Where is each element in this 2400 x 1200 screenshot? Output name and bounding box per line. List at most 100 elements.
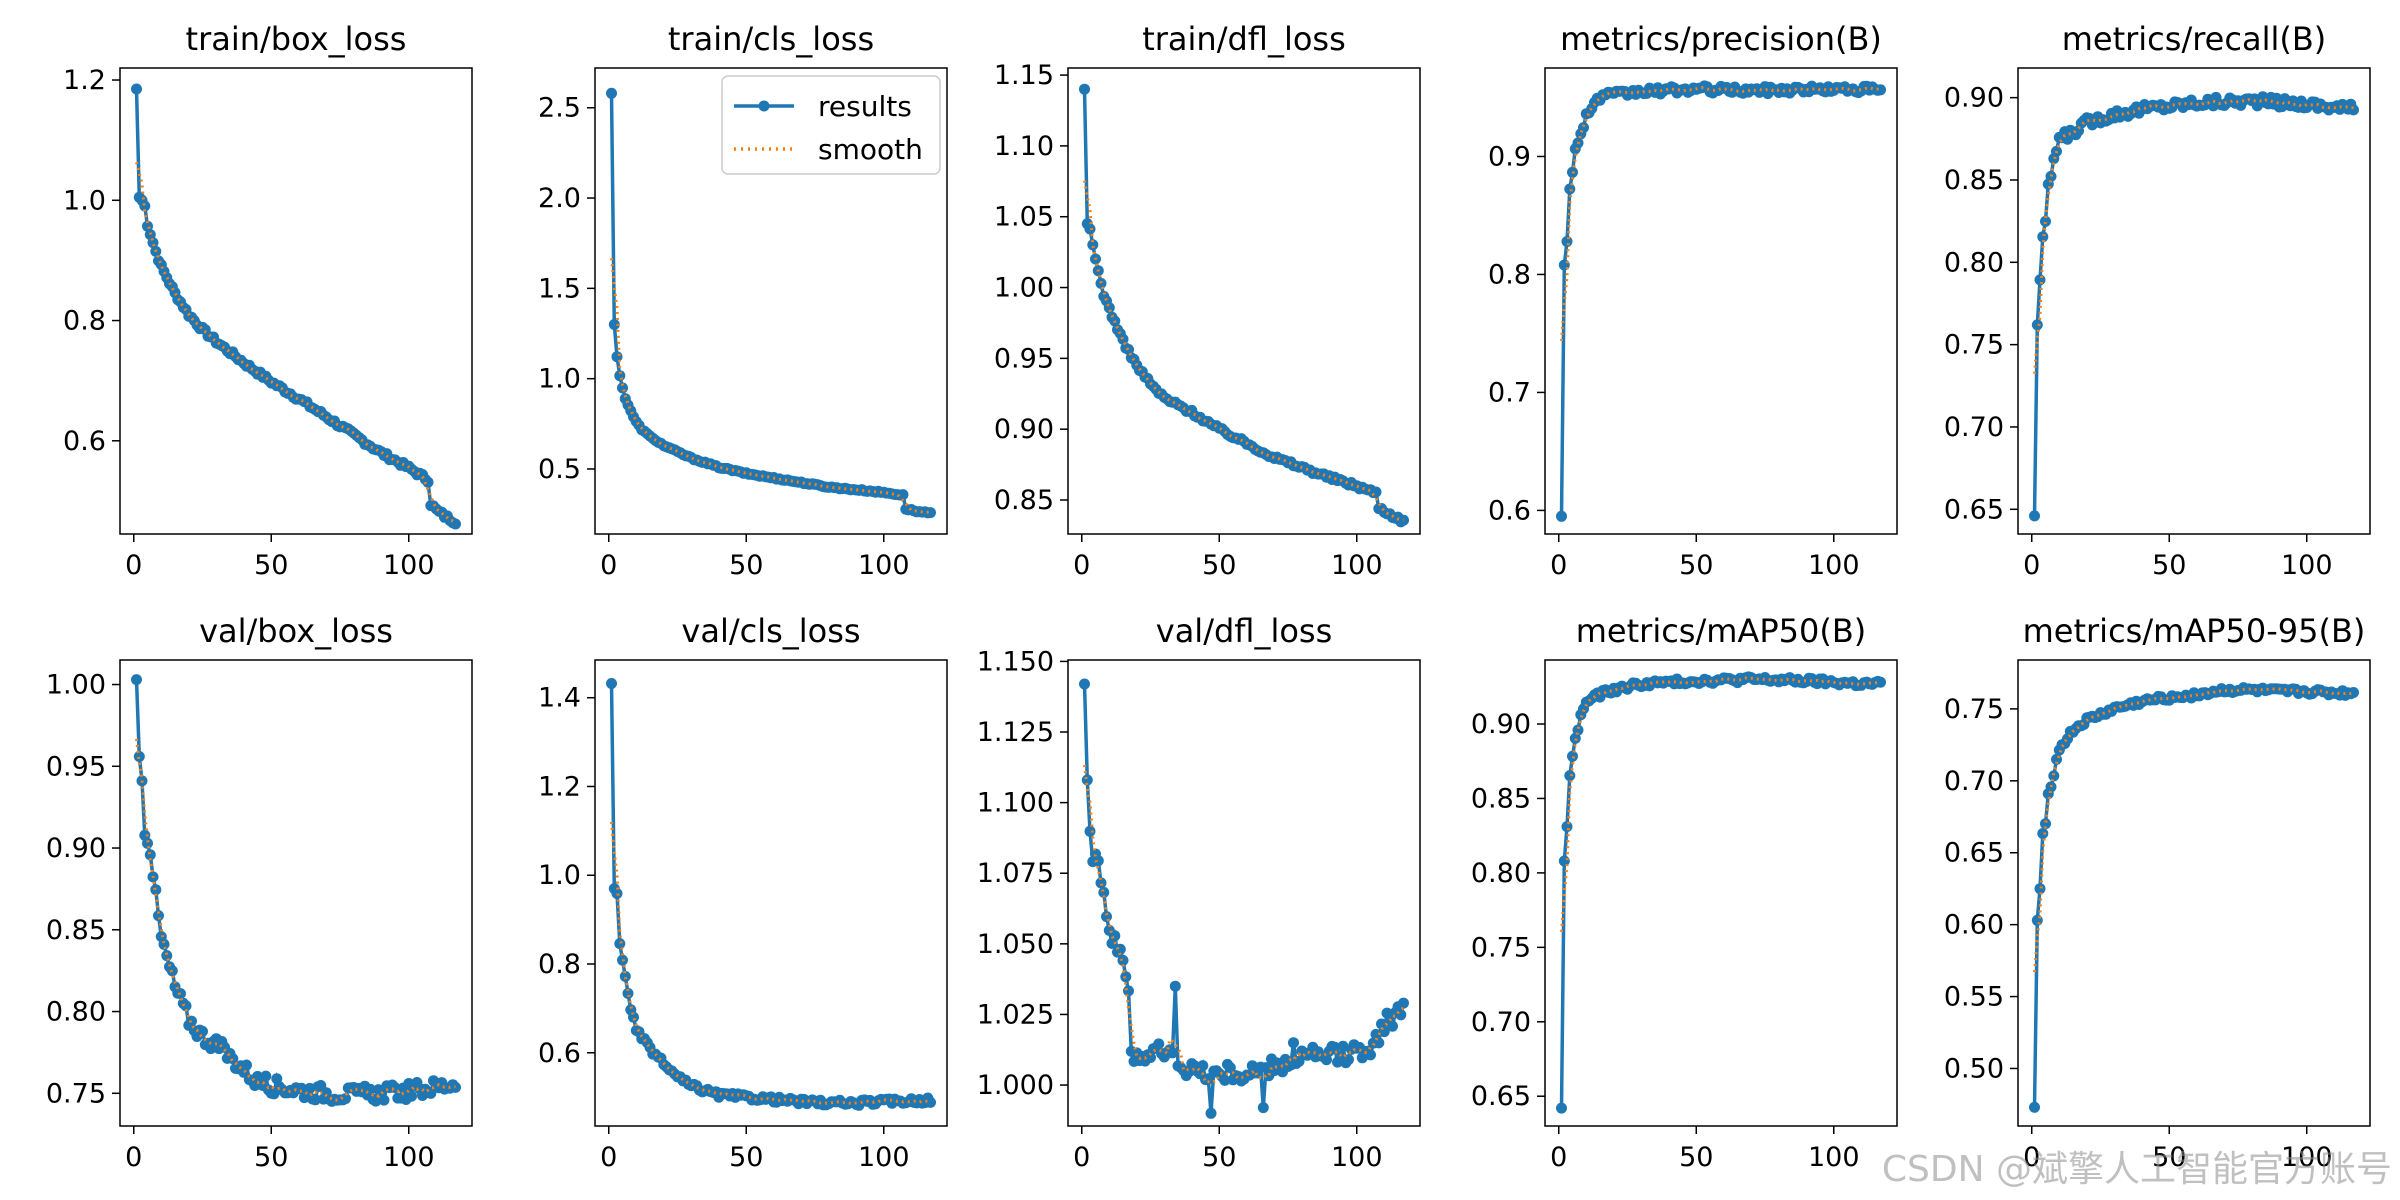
y-tick-label: 1.00 [46,670,106,701]
chart-title: train/dfl_loss [1142,20,1346,58]
results-point [1084,825,1096,837]
results-point [2031,914,2043,926]
results-point [1561,821,1573,833]
y-tick-label: 0.65 [1944,494,2004,525]
axes-frame [2017,659,2371,1127]
y-tick-label: 0.90 [1471,709,1531,740]
results-point [1288,1037,1299,1049]
results-point [227,1053,239,1065]
x-tick-label: 0 [1550,1142,1567,1173]
results-point [1114,943,1126,955]
results-point [241,1059,252,1071]
results-point [1564,183,1576,195]
y-tick-label: 1.2 [63,65,106,96]
chart-title: train/box_loss [186,20,407,58]
results-point [1875,676,1886,688]
x-tick-label: 100 [1331,1142,1383,1173]
chart-title: metrics/mAP50-95(B) [2023,612,2366,650]
results-point [304,1082,316,1094]
results-point [1197,1060,1209,1072]
results-point [1169,980,1181,992]
results-point [2348,104,2359,116]
results-point [422,476,434,488]
y-tick-label: 0.80 [46,997,106,1028]
results-point [1257,1102,1269,1114]
results-point [1398,514,1409,526]
x-tick-label: 0 [1073,550,1090,581]
results-point [1370,486,1382,498]
y-tick-label: 0.95 [994,343,1054,374]
y-tick-label: 0.8 [63,306,106,337]
y-tick-label: 1.0 [538,364,581,395]
results-point [628,1011,639,1023]
smooth-line [1083,764,1405,1085]
legend-results-label: results [818,90,912,123]
y-tick-label: 0.85 [1944,165,2004,196]
results-point [139,200,151,212]
results-point [1337,1040,1349,1052]
results-line [1559,82,1881,517]
chart-title: val/dfl_loss [1156,612,1333,650]
results-point [1167,1047,1178,1059]
chart-train-cls-loss: train/cls_loss 0 50 100 0.5 1.0 1.5 2.0 2.5 resul… [538,20,948,581]
x-tick-label: 100 [2281,1142,2333,1173]
results-point [1875,84,1886,96]
results-line [2032,685,2355,1108]
y-tick-label: 0.9 [1488,141,1531,172]
x-tick-label: 0 [600,550,617,581]
y-tick-label: 0.75 [1944,330,2004,361]
x-tick-label: 100 [858,550,910,581]
results-point [161,950,173,962]
results-point [1370,1028,1382,1040]
results-point [925,1096,936,1108]
x-tick-label: 100 [2281,550,2333,581]
x-tick-label: 50 [729,550,763,581]
results-point [1578,122,1589,134]
x-tick-label: 0 [125,550,142,581]
axes-frame [1067,67,1421,535]
results-point [142,837,153,849]
results-point [142,220,153,232]
x-tick-label: 0 [125,1142,142,1173]
results-point [2029,510,2040,522]
x-tick-label: 50 [729,1142,763,1173]
x-tick-label: 0 [2023,1142,2040,1173]
chart-metrics-map50-95-b-: metrics/mAP50-95(B) 0 50 100 0.50 0.55 0.60 0.6… [1944,612,2371,1173]
chart-title: metrics/mAP50(B) [1576,612,1867,650]
y-tick-label: 0.65 [1471,1081,1531,1112]
results-point [2031,319,2043,331]
y-tick-label: 0.50 [1944,1053,2004,1084]
chart-train-box-loss: train/box_loss 0 50 100 0.6 0.8 1.0 1.2 [63,20,473,581]
y-tick-label: 1.10 [994,131,1054,162]
y-tick-label: 1.000 [977,1070,1054,1101]
legend-results-marker [758,100,770,112]
results-point [614,370,626,382]
axes-frame [594,659,948,1127]
x-tick-label: 50 [1679,1142,1713,1173]
results-point [153,910,164,922]
x-tick-label: 50 [254,1142,288,1173]
chart-title: metrics/precision(B) [1560,20,1882,58]
y-tick-label: 1.15 [994,60,1054,91]
axes-frame [1544,659,1898,1127]
results-point [133,751,145,762]
results-point [131,83,142,95]
y-tick-label: 0.90 [994,414,1054,445]
y-tick-label: 1.100 [977,788,1054,819]
results-point [611,888,623,899]
results-point [1095,877,1107,889]
legend: results smooth [721,75,941,175]
chart-title: val/box_loss [199,612,393,650]
results-point [2348,687,2359,698]
smooth-line [135,738,456,1102]
y-tick-label: 0.5 [538,454,581,485]
results-point [378,1094,390,1106]
results-point [2048,770,2060,782]
chart-train-dfl-loss: train/dfl_loss 0 50 100 0.85 0.90 0.95 1.00 1.05… [994,20,1421,581]
results-point [1556,510,1567,522]
chart-val-cls-loss: val/cls_loss 0 50 100 0.6 0.8 1.0 1.2 1.4 [538,612,948,1173]
y-tick-label: 1.0 [63,185,106,216]
axes-frame [594,67,948,535]
results-point [131,674,142,686]
smooth-line [610,258,931,514]
